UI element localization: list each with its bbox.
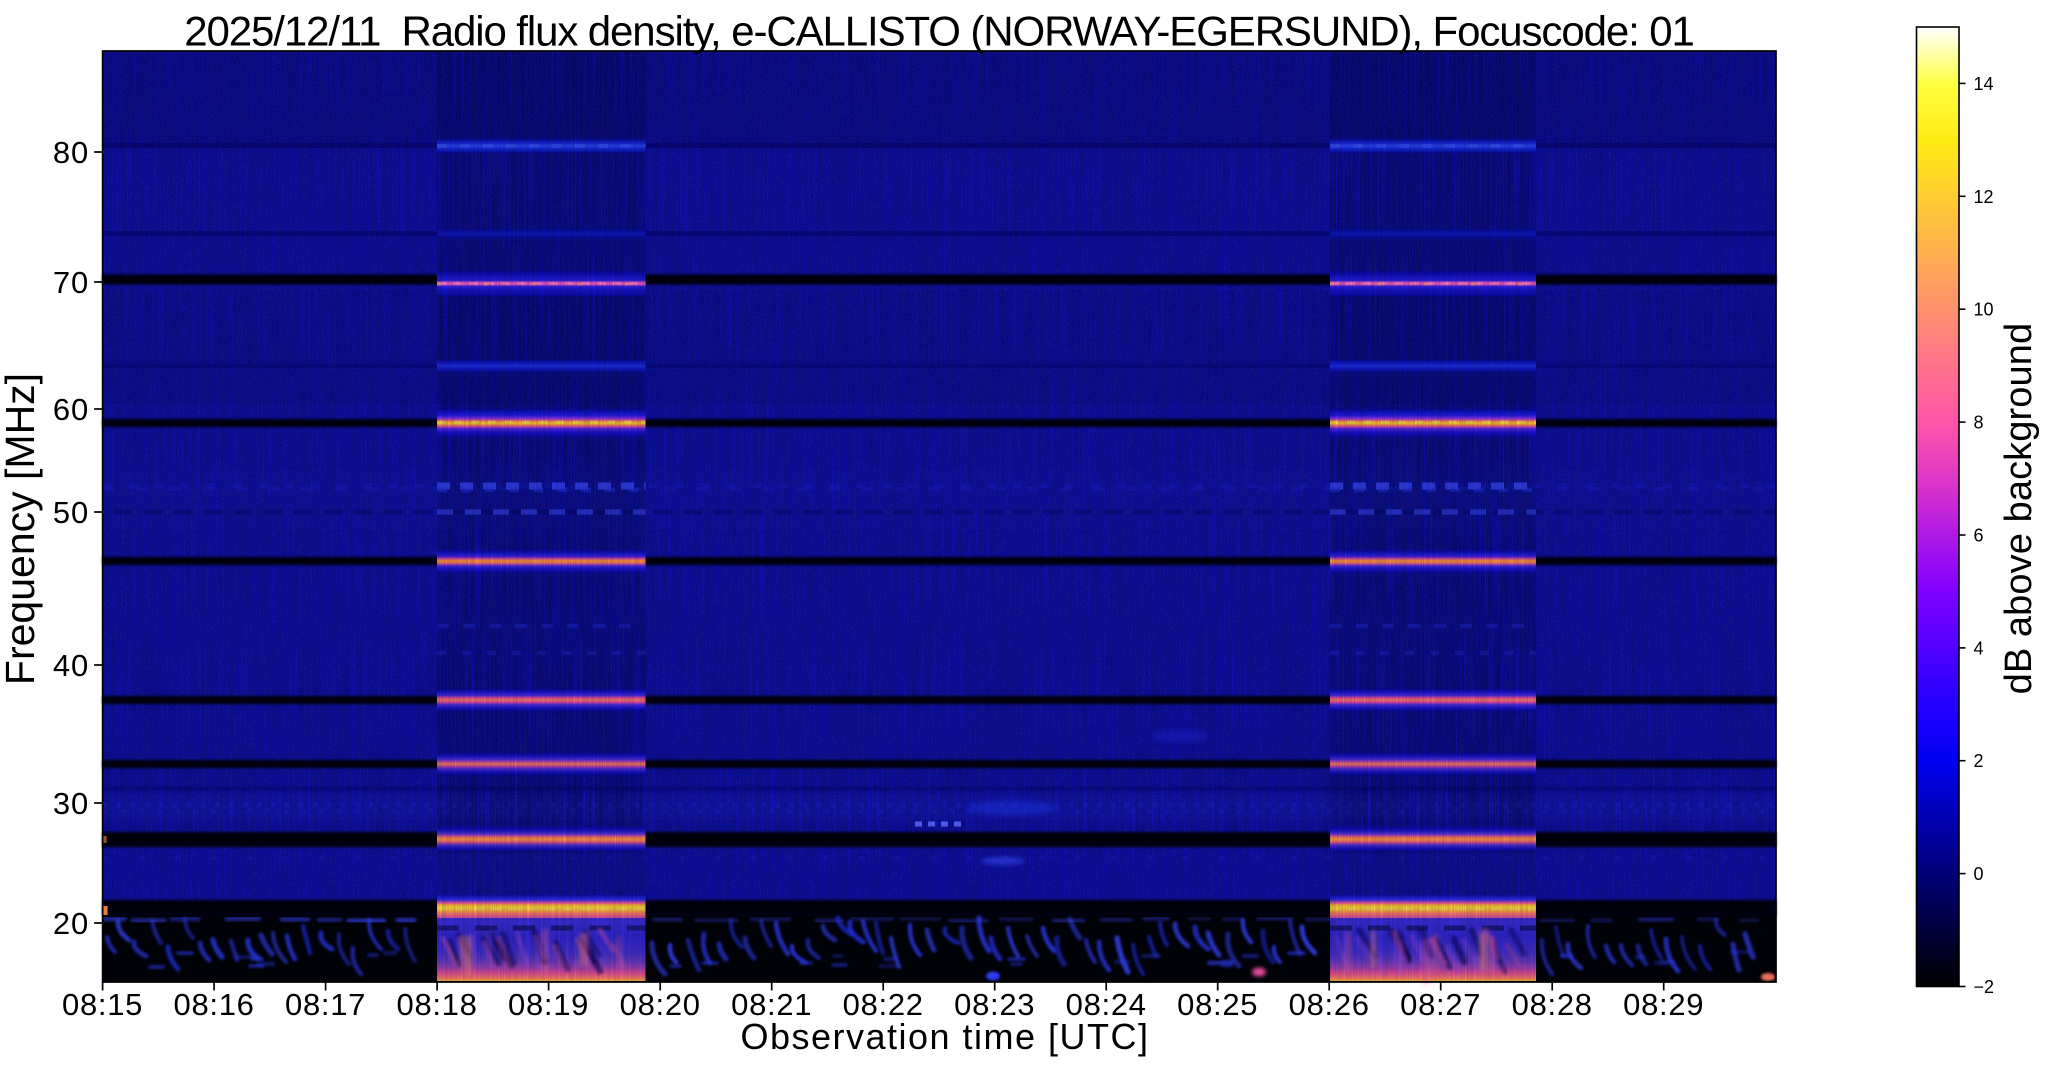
svg-text:20: 20 xyxy=(53,906,89,941)
svg-text:08:21: 08:21 xyxy=(731,987,812,1022)
svg-text:10: 10 xyxy=(1974,300,1994,320)
svg-text:14: 14 xyxy=(1974,74,1994,94)
svg-text:dB above background: dB above background xyxy=(1998,323,2040,695)
svg-text:Observation time [UTC]: Observation time [UTC] xyxy=(740,1016,1149,1057)
svg-text:08:18: 08:18 xyxy=(397,987,478,1022)
svg-text:08:20: 08:20 xyxy=(620,987,701,1022)
svg-text:0: 0 xyxy=(1974,864,1984,884)
svg-text:2025/12/11 Radio flux density: 2025/12/11 Radio flux density, e-CALLIST… xyxy=(184,8,1694,55)
svg-text:4: 4 xyxy=(1974,638,1984,658)
svg-text:70: 70 xyxy=(53,265,89,300)
svg-text:08:15: 08:15 xyxy=(62,987,143,1022)
svg-text:8: 8 xyxy=(1974,413,1984,433)
svg-text:08:23: 08:23 xyxy=(954,987,1035,1022)
svg-text:08:24: 08:24 xyxy=(1066,987,1147,1022)
svg-text:2: 2 xyxy=(1974,751,1984,771)
svg-text:08:29: 08:29 xyxy=(1623,987,1704,1022)
svg-text:08:22: 08:22 xyxy=(843,987,924,1022)
svg-text:08:26: 08:26 xyxy=(1289,987,1370,1022)
svg-text:08:27: 08:27 xyxy=(1400,987,1481,1022)
svg-text:−2: −2 xyxy=(1974,977,1995,997)
svg-text:Frequency [MHz]: Frequency [MHz] xyxy=(0,373,43,685)
svg-text:08:28: 08:28 xyxy=(1512,987,1593,1022)
svg-text:6: 6 xyxy=(1974,526,1984,546)
svg-text:80: 80 xyxy=(53,135,89,170)
svg-text:40: 40 xyxy=(53,648,89,683)
svg-text:50: 50 xyxy=(53,495,89,530)
svg-text:12: 12 xyxy=(1974,187,1994,207)
svg-text:08:17: 08:17 xyxy=(285,987,366,1022)
svg-text:30: 30 xyxy=(53,786,89,821)
svg-text:08:19: 08:19 xyxy=(508,987,589,1022)
svg-text:60: 60 xyxy=(53,392,89,427)
svg-text:08:16: 08:16 xyxy=(174,987,255,1022)
svg-text:08:25: 08:25 xyxy=(1177,987,1258,1022)
